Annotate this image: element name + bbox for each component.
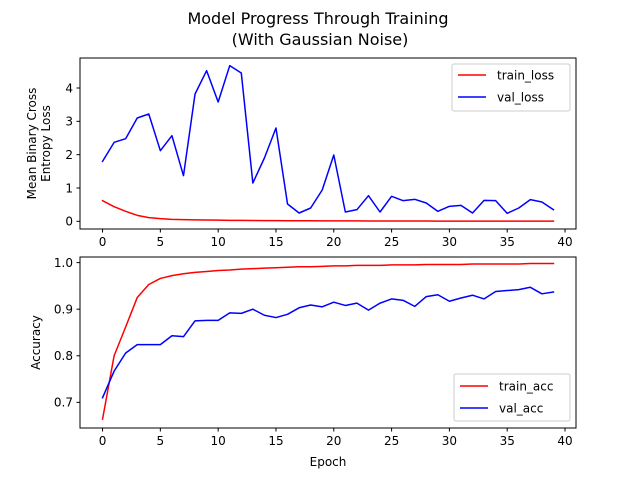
accuracy-ytick-label: 1.0 [54,256,73,270]
accuracy-axes: 0 5 10 15 20 25 30 35 40 0.7 0.8 0.9 1.0 Accuracy Ep… [29,256,577,469]
legend-label-train-acc: train_acc [499,380,553,394]
accuracy-xtick-label: 10 [211,434,226,448]
loss-ytick-label: 4 [65,81,73,95]
loss-xtick-label: 20 [326,235,341,249]
loss-axes-frame [79,57,577,230]
accuracy-legend: train_acc val_acc [453,373,571,422]
accuracy-ylabel: Accuracy [29,315,43,370]
accuracy-series-group [101,262,555,421]
accuracy-axes-frame [79,256,577,429]
loss-ytick-label: 2 [65,148,73,162]
loss-xtick-label: 10 [211,235,226,249]
series-line-val-loss [101,64,555,215]
legend-label-train-loss: train_loss [497,69,554,83]
loss-series-group [101,64,555,222]
series-line-val-acc [101,286,555,399]
accuracy-xtick-label: 5 [157,434,165,448]
legend-label-val-acc: val_acc [499,402,543,416]
loss-xtick-label: 15 [268,235,283,249]
accuracy-tick-group: 0 5 10 15 20 25 30 35 40 0.7 0.8 0.9 1.0 [54,256,573,448]
loss-ytick-label: 1 [65,181,73,195]
loss-xtick-label: 35 [500,235,515,249]
accuracy-xtick-label: 0 [99,434,107,448]
accuracy-ytick-label: 0.8 [54,349,73,363]
loss-ylabel-line1: Mean Binary Cross [25,88,39,200]
accuracy-xtick-label: 30 [442,434,457,448]
loss-xtick-label: 25 [384,235,399,249]
loss-xtick-label: 40 [557,235,572,249]
loss-xtick-label: 30 [442,235,457,249]
loss-legend: train_loss val_loss [451,63,571,112]
accuracy-xtick-label: 40 [557,434,572,448]
loss-ylabel-line2: Entropy Loss [39,105,53,182]
legend-label-val-loss: val_loss [497,91,544,105]
loss-ytick-label: 3 [65,115,73,129]
accuracy-ytick-label: 0.7 [54,396,73,410]
series-line-train-loss [101,199,555,222]
accuracy-xtick-label: 25 [384,434,399,448]
series-line-train-acc [101,262,555,421]
accuracy-ytick-label: 0.9 [54,302,73,316]
accuracy-xlabel: Epoch [310,455,347,469]
loss-xtick-label: 5 [157,235,165,249]
accuracy-xtick-label: 20 [326,434,341,448]
figure-title-line1: Model Progress Through Training [187,9,448,28]
accuracy-xtick-label: 15 [268,434,283,448]
loss-ytick-label: 0 [65,215,73,229]
loss-tick-group: 0 5 10 15 20 25 30 35 40 0 1 2 3 4 [65,81,572,249]
loss-xtick-label: 0 [99,235,107,249]
figure-title-line2: (With Gaussian Noise) [232,30,409,49]
accuracy-xtick-label: 35 [500,434,515,448]
